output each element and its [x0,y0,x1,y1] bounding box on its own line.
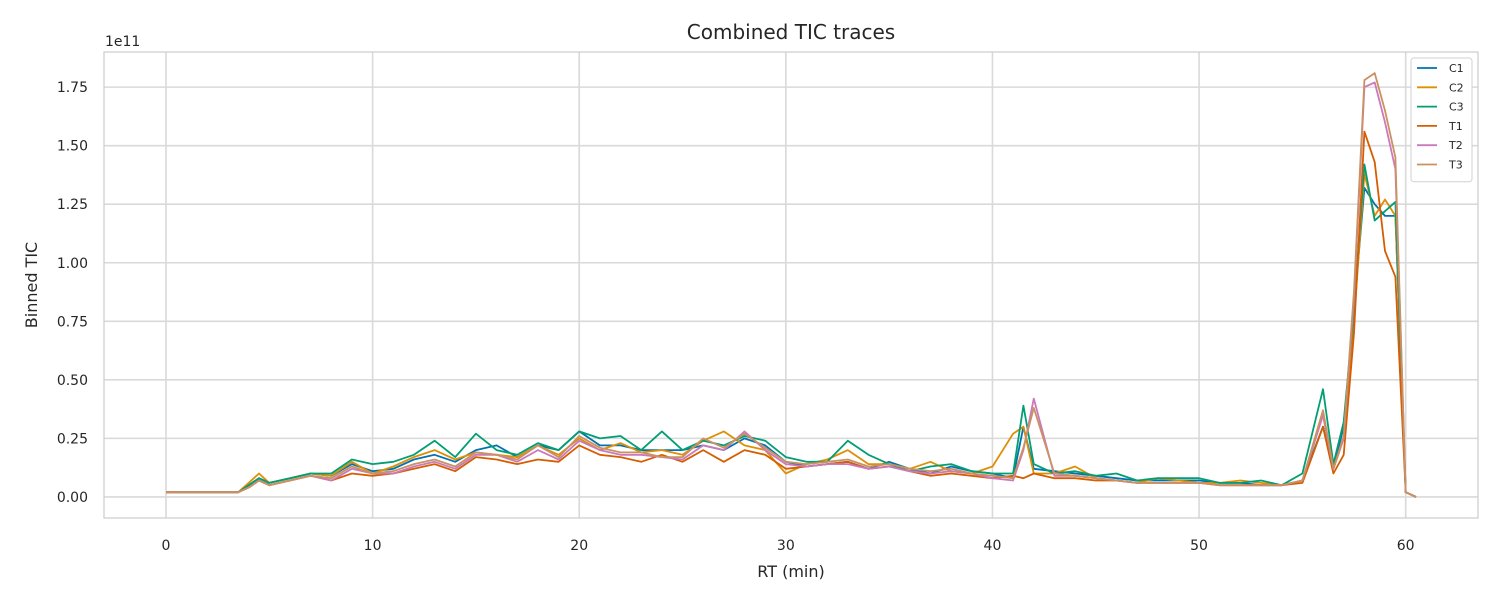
legend-label-t2: T2 [1448,139,1463,152]
legend-label-c1: C1 [1449,62,1464,75]
series-line-c3 [166,163,1417,498]
y-tick-label: 0.75 [57,314,88,330]
series-line-c1 [166,186,1417,498]
y-tick-label: 0.00 [57,490,88,506]
y-tick-label: 1.50 [57,139,88,155]
x-tick-label: 50 [1190,538,1208,554]
legend: C1 C2 C3 T1 T2 T3 [1410,57,1473,183]
y-tick-label: 1.00 [57,256,88,272]
y-offset-label: 1e11 [105,34,140,50]
y-tick-label: 1.75 [57,80,88,96]
x-axis-label: RT (min) [757,562,824,581]
series-line-c2 [166,172,1417,498]
plot-frame [103,51,1479,519]
legend-label-c3: C3 [1449,101,1464,114]
series-line-t3 [166,72,1417,498]
grid [104,52,1478,518]
x-tick-label: 20 [570,538,588,554]
y-tick-label: 0.50 [57,373,88,389]
y-tick-label: 1.25 [57,197,88,213]
legend-label-t1: T1 [1448,120,1463,133]
x-tick-label: 0 [162,538,171,554]
legend-frame [1410,57,1473,183]
x-tick-label: 10 [364,538,382,554]
y-axis-label: Binned TIC [22,242,41,328]
legend-label-c2: C2 [1449,81,1464,94]
x-tick-label: 30 [777,538,795,554]
series-line-t2 [166,81,1417,498]
y-axis-ticks: 0.00 0.25 0.50 0.75 1.00 1.25 1.50 1.75 [57,80,88,506]
y-tick-label: 0.25 [57,431,88,447]
legend-label-t3: T3 [1448,159,1463,172]
series-lines [166,72,1417,498]
x-tick-label: 60 [1397,538,1415,554]
x-tick-label: 40 [984,538,1002,554]
series-line-t1 [166,130,1417,498]
x-axis-ticks: 0 10 20 30 40 50 60 [162,538,1415,554]
chart-title: Combined TIC traces [687,20,895,44]
